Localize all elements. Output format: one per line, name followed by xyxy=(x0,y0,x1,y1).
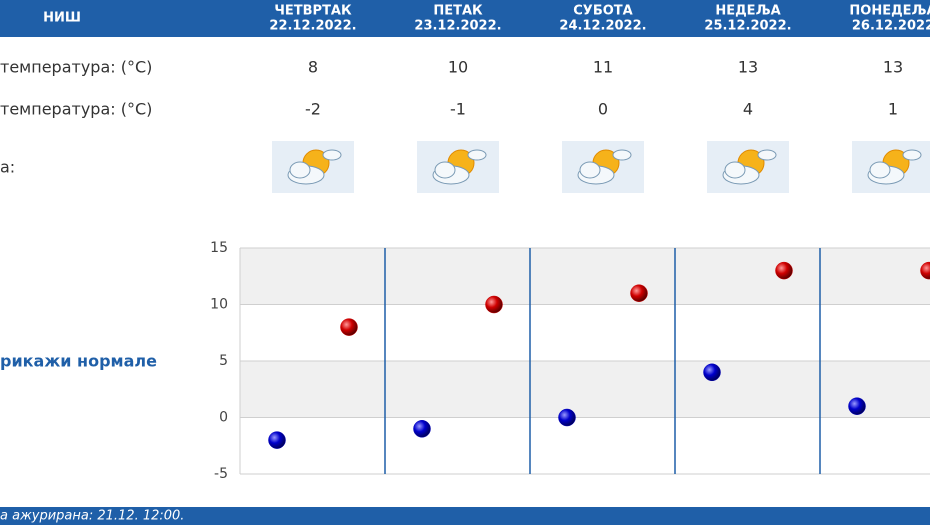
table-value: 13 xyxy=(883,58,903,77)
temp-point xyxy=(703,363,721,382)
y-tick-label: 10 xyxy=(210,297,228,313)
temp-point xyxy=(340,318,358,336)
temp-point xyxy=(558,408,576,427)
cloud-small xyxy=(612,149,632,161)
max-label: температура: (°C) xyxy=(0,58,152,77)
cloud xyxy=(434,161,456,179)
weather-icon xyxy=(707,141,789,193)
day-name: ПОНЕДЕЉА xyxy=(849,4,930,19)
temp-point xyxy=(268,431,286,449)
header-bar xyxy=(0,0,930,37)
weather-icon xyxy=(852,141,930,193)
day-name: СУБОТА xyxy=(573,4,632,19)
table-value: 4 xyxy=(743,100,753,119)
temp-point xyxy=(920,261,930,280)
day-name: ЧЕТВРТАК xyxy=(274,4,352,19)
cloud-small xyxy=(757,149,777,161)
temp-point xyxy=(630,284,648,302)
weather-icon xyxy=(562,141,644,193)
footer-bar xyxy=(0,507,930,525)
cloud-small xyxy=(902,149,922,161)
y-tick-label: 5 xyxy=(219,353,228,369)
table-value: 11 xyxy=(593,58,613,77)
temp-point xyxy=(485,295,503,314)
y-tick-label: -5 xyxy=(214,466,228,482)
normals-link[interactable]: рикажи нормале xyxy=(0,352,157,371)
footer: а ажурирана: 21.12. 12:00. xyxy=(0,509,184,524)
city: НИШ xyxy=(43,11,81,26)
table-value: 10 xyxy=(448,58,468,77)
day-date: 22.12.2022. xyxy=(269,19,356,34)
temp-point xyxy=(775,261,793,280)
day-date: 23.12.2022. xyxy=(414,19,501,34)
cloud-small xyxy=(467,149,487,161)
y-tick-label: 0 xyxy=(219,410,228,426)
weather-icon xyxy=(417,141,499,193)
cloud xyxy=(724,161,746,179)
min-label: температура: (°C) xyxy=(0,100,152,119)
table-value: -1 xyxy=(450,100,466,119)
day-date: 24.12.2022. xyxy=(559,19,646,34)
day-name: НЕДЕЉА xyxy=(715,4,780,19)
day-date: 26.12.2022 xyxy=(852,19,930,34)
table-value: 0 xyxy=(598,100,608,119)
cloud xyxy=(869,161,891,179)
temp-point xyxy=(413,420,431,438)
temp-point xyxy=(848,397,866,415)
icon-label: а: xyxy=(0,158,15,177)
table-value: -2 xyxy=(305,100,321,119)
table-value: 1 xyxy=(888,100,898,119)
cloud-small xyxy=(322,149,342,161)
cloud xyxy=(289,161,311,179)
table-value: 8 xyxy=(308,58,318,77)
day-name: ПЕТАК xyxy=(433,4,483,19)
y-tick-label: 15 xyxy=(210,240,228,256)
weather-icon xyxy=(272,141,354,193)
day-date: 25.12.2022. xyxy=(704,19,791,34)
table-value: 13 xyxy=(738,58,758,77)
grid-band xyxy=(240,248,930,305)
cloud xyxy=(579,161,601,179)
grid-band xyxy=(240,361,930,418)
